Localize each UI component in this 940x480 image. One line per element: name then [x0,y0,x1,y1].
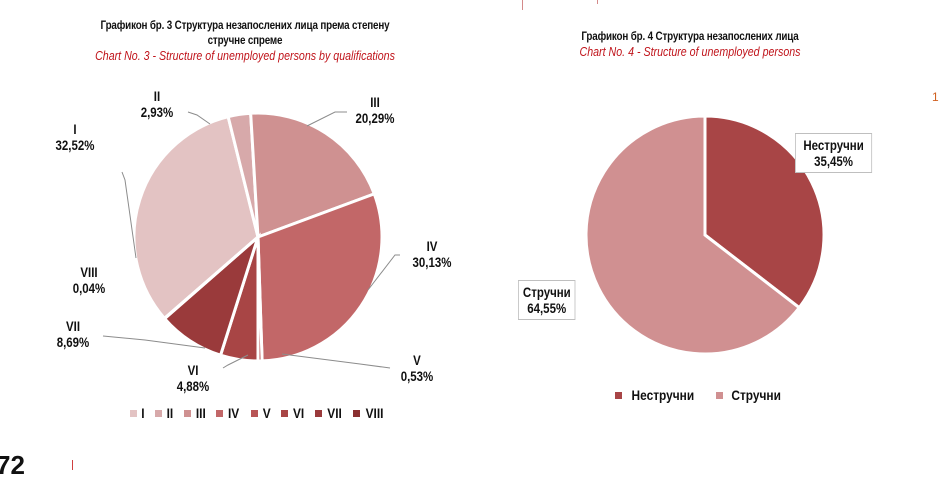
label-value: 32,52% [55,137,95,153]
legend-label: VI [292,405,305,421]
label-name: VIII [80,264,98,280]
chart4-pie [584,114,826,356]
data-label-unskilled: Нестручни 35,45% [795,133,873,173]
leader-line-IV [367,254,400,291]
label-value: 0,53% [400,368,434,384]
chart3-title-line2: стручне спреме [207,33,283,47]
label-name: VII [65,318,81,334]
legend-item: II [154,405,174,421]
legend-swatch-icon [130,409,137,417]
data-label-skilled: Стручни 64,55% [518,280,576,320]
right-edge-fragment: 1 [932,90,939,104]
pie-slice-стручни [584,114,802,356]
data-label-VIII: VIII 0,04% [69,264,110,296]
legend-swatch-icon [353,409,361,417]
label-value: 35,45% [814,153,854,169]
legend-label: VIII [365,405,384,421]
data-label-IV: IV 30,13% [407,238,456,270]
legend-swatch-icon [183,409,191,417]
label-value: 0,04% [72,280,106,296]
label-name: Нестручни [803,137,864,153]
chart4-title: Графикон бр. 4 Структура незапослених ли… [480,29,900,59]
label-value: 4,88% [176,378,210,394]
leader-line-VII [102,335,206,349]
chart3-title-line1: Графикон бр. 3 Структура незапослених ли… [100,18,390,32]
legend-item: VI [280,405,305,421]
label-value: 8,69% [56,334,90,350]
data-label-V: V 0,53% [397,352,438,384]
legend-item: V [250,405,271,421]
legend-swatch-icon [615,391,622,399]
page-divider-mark [597,0,598,4]
legend-item: VIII [353,405,385,421]
legend-label: II [166,405,174,421]
legend-label: I [141,405,145,421]
data-label-I: I 32,52% [55,121,96,153]
pie-slice-viii [162,235,259,321]
label-name: VI [187,362,199,378]
pie-slice-нестручни [703,114,826,310]
leader-line-V [281,353,391,369]
legend-swatch-icon [216,409,224,417]
label-name: V [413,352,421,368]
chart4-subtitle: Chart No. 4 - Structure of unemployed pe… [579,44,801,59]
label-value: 30,13% [412,254,452,270]
legend-label: Стручни [731,387,781,403]
legend-item: Нестручни [615,387,700,403]
label-value: 64,55% [527,300,567,316]
chart3-subtitle: Chart No. 3 - Structure of unemployed pe… [95,48,395,63]
legend-label: Нестручни [631,387,695,403]
legend-item: VII [315,405,343,421]
legend-item: IV [216,405,240,421]
legend-swatch-icon [154,409,162,417]
chart3-legend: I II III IV V VI VII VIII [130,405,385,421]
pie-slice-iii [249,111,377,240]
pie-charts-canvas [102,111,826,369]
label-name: I [73,121,77,137]
data-label-VI: VI 4,88% [173,362,214,394]
legend-swatch-icon [315,409,323,417]
legend-item: I [130,405,145,421]
page-divider-mark [522,0,523,10]
label-name: Стручни [522,284,571,300]
chart3-leader-lines [102,111,400,369]
data-label-III: III 20,29% [350,94,399,126]
leader-line-VI [222,354,249,369]
legend-label: VII [327,405,342,421]
label-value: 2,93% [140,104,174,120]
pie-slice-iv [256,191,384,363]
label-name: IV [426,238,438,254]
chart3-title: Графикон бр. 3 Структура незапослених ли… [0,18,490,63]
legend-swatch-icon [280,409,288,417]
legend-label: III [195,405,206,421]
leader-line-I [121,171,137,259]
legend-label: IV [228,405,240,421]
label-value: 20,29% [355,110,395,126]
data-label-II: II 2,93% [137,88,178,120]
chart4-legend: Нестручни Стручни [615,387,785,403]
pie-slice-i [132,114,260,321]
leader-line-II [187,111,211,125]
chart4-title-text: Графикон бр. 4 Структура незапослених ли… [581,29,799,43]
label-name: II [153,88,161,104]
chart3-pie [132,111,384,363]
legend-item: III [183,405,207,421]
label-name: III [370,94,380,110]
legend-swatch-icon [250,409,258,417]
legend-item: Стручни [715,387,785,403]
legend-swatch-icon [715,391,723,399]
leader-line-III [306,111,347,127]
page-footer-divider [72,460,73,470]
legend-label: V [262,405,271,421]
data-label-VII: VII 8,69% [53,318,94,350]
